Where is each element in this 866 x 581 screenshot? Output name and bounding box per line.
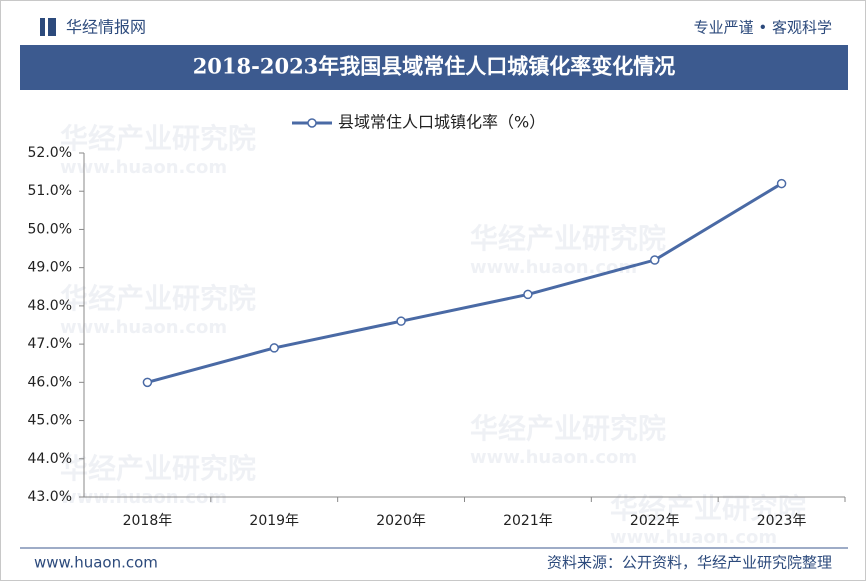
watermark: 华经产业研究院 (470, 222, 666, 255)
y-tick-label: 46.0% (28, 374, 72, 390)
x-tick-label: 2019年 (249, 513, 299, 529)
marker (650, 255, 660, 265)
y-tick-label: 43.0% (28, 489, 72, 505)
logo (48, 18, 56, 36)
y-tick-label: 48.0% (28, 298, 72, 314)
marker (523, 289, 533, 300)
logo (40, 18, 45, 36)
y-tick-label: 50.0% (28, 221, 72, 237)
y-tick-label: 44.0% (28, 451, 72, 467)
y-tick-label: 52.0% (28, 145, 72, 161)
watermark: 华经产业研究院 (60, 282, 256, 315)
legend-label: 县域常住人口城镇化率（%） (338, 113, 545, 132)
y-tick-label: 47.0% (28, 336, 72, 352)
marker (396, 316, 406, 326)
y-tick-label: 45.0% (28, 413, 72, 429)
y-tick-label: 49.0% (28, 260, 72, 276)
brand: 华经情报网 (66, 18, 146, 37)
watermark: 华经产业研究院 (60, 122, 256, 155)
watermark: 华经产业研究院 (470, 412, 666, 445)
x-tick-label: 2022年 (630, 513, 680, 529)
watermarks: 华经产业研究院www.huaon.com华经产业研究院www.huaon.com… (60, 122, 806, 548)
title-banner (20, 45, 848, 90)
watermark-url: www.huaon.com (60, 317, 227, 338)
y-tick-label: 51.0% (28, 183, 72, 199)
watermark-url: www.huaon.com (470, 257, 637, 278)
marker (142, 377, 153, 388)
x-tick-label: 2023年 (757, 513, 807, 529)
watermark: 华经产业研究院 (60, 452, 256, 485)
footer-url: www.huaon.com (34, 554, 158, 572)
footer-source: 资料来源：公开资料，华经产业研究院整理 (547, 554, 832, 572)
x-tick-label: 2020年 (376, 513, 426, 529)
watermark-url: www.huaon.com (60, 157, 227, 178)
x-tick-label: 2018年 (123, 513, 173, 529)
slogan: 专业严谨 • 客观科学 (694, 19, 832, 37)
line (147, 182, 783, 384)
chart-title: 2018-2023年我国县域常住人口城镇化率变化情况 (193, 54, 676, 79)
marker (776, 178, 787, 189)
x-tick-label: 2021年 (503, 513, 553, 529)
legend-marker (307, 118, 317, 128)
watermark-url: www.huaon.com (610, 527, 777, 548)
marker (269, 343, 279, 353)
watermark-url: www.huaon.com (470, 447, 637, 468)
